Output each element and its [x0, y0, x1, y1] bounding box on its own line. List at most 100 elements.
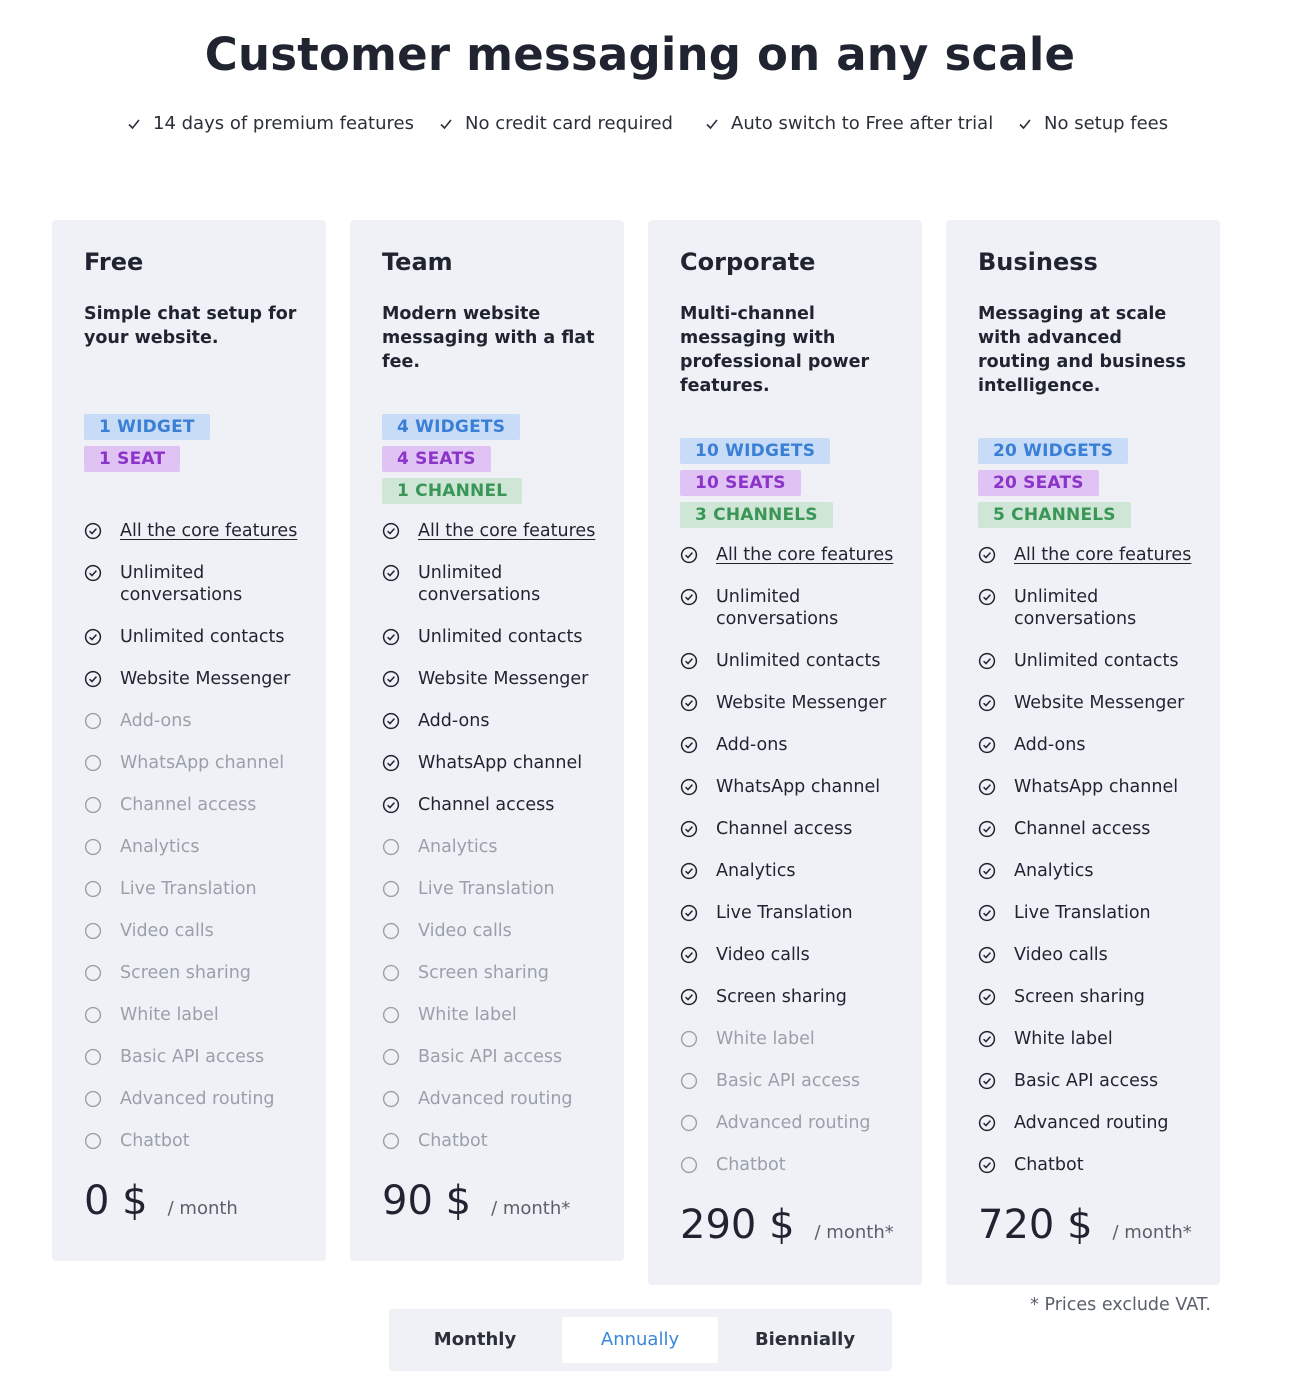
check-circle-icon [382, 628, 400, 646]
core-features-link[interactable]: All the core features [418, 521, 596, 541]
plan-description: Modern website messaging with a flat fee… [382, 304, 595, 372]
check-icon [440, 118, 452, 129]
feature-label: Live Translation [1014, 903, 1151, 923]
empty-circle-icon [84, 880, 102, 898]
check-circle-icon [978, 1156, 996, 1174]
check-circle-icon [680, 946, 698, 964]
feature-label: Chatbot [1014, 1155, 1084, 1175]
feature-item: Channel access [382, 794, 602, 816]
feature-label: Unlimited conversations [120, 563, 243, 605]
feature-label: Add-ons [120, 711, 192, 731]
empty-circle-icon [382, 1132, 400, 1150]
billing-option-annually[interactable]: Annually [562, 1317, 718, 1363]
feature-item: Chatbot [680, 1154, 900, 1176]
billing-period-toggle: Monthly Annually Biennially [389, 1309, 892, 1371]
price-period: / month* [814, 1222, 894, 1243]
feature-label: Channel access [120, 795, 257, 815]
check-circle-icon [680, 546, 698, 564]
feature-item: White label [84, 1004, 304, 1026]
channel-badge: 3 CHANNELS [680, 502, 833, 528]
perk-item: 14 days of premium features [127, 113, 414, 134]
feature-item: Website Messenger [978, 692, 1198, 714]
plan-description: Simple chat setup for your website. [84, 304, 297, 348]
plan-limits: 20 WIDGETS 20 SEATS 5 CHANNELS [978, 438, 1131, 534]
check-circle-icon [382, 564, 400, 582]
check-circle-icon [978, 546, 996, 564]
feature-item: Unlimited contacts [382, 626, 602, 648]
plan-description: Multi-channel messaging with professiona… [680, 304, 870, 396]
empty-circle-icon [84, 1132, 102, 1150]
empty-circle-icon [84, 922, 102, 940]
feature-item: Video calls [382, 920, 602, 942]
feature-item: WhatsApp channel [978, 776, 1198, 798]
feature-item: Live Translation [680, 902, 900, 924]
feature-item: Screen sharing [978, 986, 1198, 1008]
feature-label: Video calls [418, 921, 512, 941]
plan-price: 0 $ / month [84, 1178, 238, 1224]
check-circle-icon [382, 754, 400, 772]
feature-label: Add-ons [1014, 735, 1086, 755]
feature-list: All the core features Unlimited conversat… [84, 520, 304, 1172]
plan-price: 290 $ / month* [680, 1202, 894, 1248]
plan-card-corporate: Corporate Multi-channel messaging with pr… [648, 220, 922, 1285]
feature-label: Advanced routing [1014, 1113, 1169, 1133]
empty-circle-icon [382, 880, 400, 898]
check-icon [128, 118, 140, 129]
feature-label: Add-ons [716, 735, 788, 755]
feature-item: Unlimited contacts [84, 626, 304, 648]
perk-label: No setup fees [1044, 113, 1169, 134]
check-circle-icon [382, 522, 400, 540]
feature-label: Unlimited contacts [1014, 651, 1179, 671]
check-circle-icon [978, 652, 996, 670]
check-circle-icon [382, 712, 400, 730]
feature-item: Website Messenger [84, 668, 304, 690]
feature-label: WhatsApp channel [716, 777, 881, 797]
feature-item: Channel access [680, 818, 900, 840]
billing-option-monthly[interactable]: Monthly [433, 1329, 517, 1350]
empty-circle-icon [680, 1072, 698, 1090]
empty-circle-icon [382, 838, 400, 856]
feature-item: Advanced routing [978, 1112, 1198, 1134]
feature-item: Basic API access [382, 1046, 602, 1068]
feature-label: Basic API access [716, 1071, 861, 1091]
feature-item: White label [680, 1028, 900, 1050]
billing-option-biennially[interactable]: Biennially [754, 1329, 856, 1350]
feature-item: Channel access [978, 818, 1198, 840]
perk-item: Auto switch to Free after trial [705, 113, 993, 134]
core-features-link[interactable]: All the core features [120, 521, 298, 541]
check-icon [1019, 118, 1031, 129]
feature-label: Website Messenger [120, 669, 291, 689]
empty-circle-icon [382, 1006, 400, 1024]
core-features-link[interactable]: All the core features [716, 545, 894, 565]
empty-circle-icon [84, 1090, 102, 1108]
check-circle-icon [84, 522, 102, 540]
widget-badge: 20 WIDGETS [978, 438, 1129, 464]
plan-limits: 10 WIDGETS 10 SEATS 3 CHANNELS [680, 438, 833, 534]
empty-circle-icon [680, 1030, 698, 1048]
check-circle-icon [978, 588, 996, 606]
feature-item: Unlimited contacts [978, 650, 1198, 672]
empty-circle-icon [84, 1006, 102, 1024]
feature-item: All the core features [382, 520, 602, 542]
core-features-link[interactable]: All the core features [1014, 545, 1192, 565]
feature-item: Screen sharing [680, 986, 900, 1008]
feature-label: White label [716, 1029, 815, 1049]
feature-list: All the core features Unlimited conversat… [382, 520, 602, 1172]
check-circle-icon [978, 862, 996, 880]
feature-label: Analytics [120, 837, 200, 857]
feature-label: Unlimited contacts [418, 627, 583, 647]
check-circle-icon [382, 796, 400, 814]
feature-label: Chatbot [716, 1155, 786, 1175]
empty-circle-icon [382, 1048, 400, 1066]
check-circle-icon [680, 652, 698, 670]
perk-list: 14 days of premium features No credit ca… [0, 113, 1316, 139]
feature-label: Website Messenger [716, 693, 887, 713]
feature-item: Unlimited conversations [680, 586, 900, 630]
check-circle-icon [680, 988, 698, 1006]
feature-label: Add-ons [418, 711, 490, 731]
vat-note: * Prices exclude VAT. [1030, 1295, 1211, 1315]
feature-item: Advanced routing [680, 1112, 900, 1134]
seat-badge: 1 SEAT [84, 446, 181, 472]
feature-label: Channel access [418, 795, 555, 815]
feature-item: Basic API access [680, 1070, 900, 1092]
